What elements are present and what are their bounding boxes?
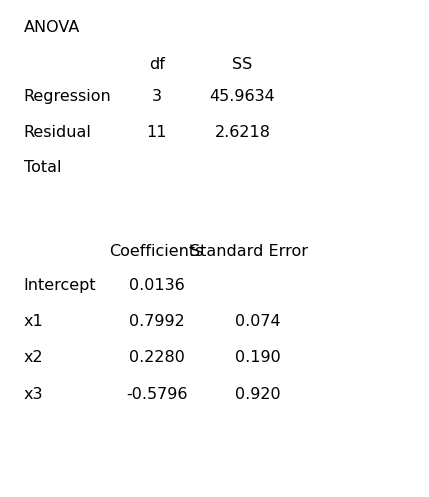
- Text: 0.920: 0.920: [235, 387, 280, 402]
- Text: x1: x1: [24, 314, 43, 329]
- Text: 0.2280: 0.2280: [129, 350, 184, 365]
- Text: x3: x3: [24, 387, 43, 402]
- Text: 0.190: 0.190: [235, 350, 280, 365]
- Text: Regression: Regression: [24, 89, 112, 104]
- Text: Total: Total: [24, 160, 61, 175]
- Text: Coefficients: Coefficients: [109, 244, 204, 258]
- Text: Residual: Residual: [24, 125, 91, 140]
- Text: Intercept: Intercept: [24, 278, 96, 293]
- Text: 2.6218: 2.6218: [214, 125, 270, 140]
- Text: 45.9634: 45.9634: [209, 89, 275, 104]
- Text: 0.0136: 0.0136: [129, 278, 184, 293]
- Text: ANOVA: ANOVA: [24, 20, 80, 35]
- Text: 11: 11: [146, 125, 167, 140]
- Text: df: df: [148, 57, 165, 72]
- Text: 0.7992: 0.7992: [129, 314, 184, 329]
- Text: -0.5796: -0.5796: [126, 387, 187, 402]
- Text: x2: x2: [24, 350, 43, 365]
- Text: 3: 3: [151, 89, 162, 104]
- Text: SS: SS: [232, 57, 253, 72]
- Text: 0.074: 0.074: [235, 314, 280, 329]
- Text: Standard Error: Standard Error: [190, 244, 308, 258]
